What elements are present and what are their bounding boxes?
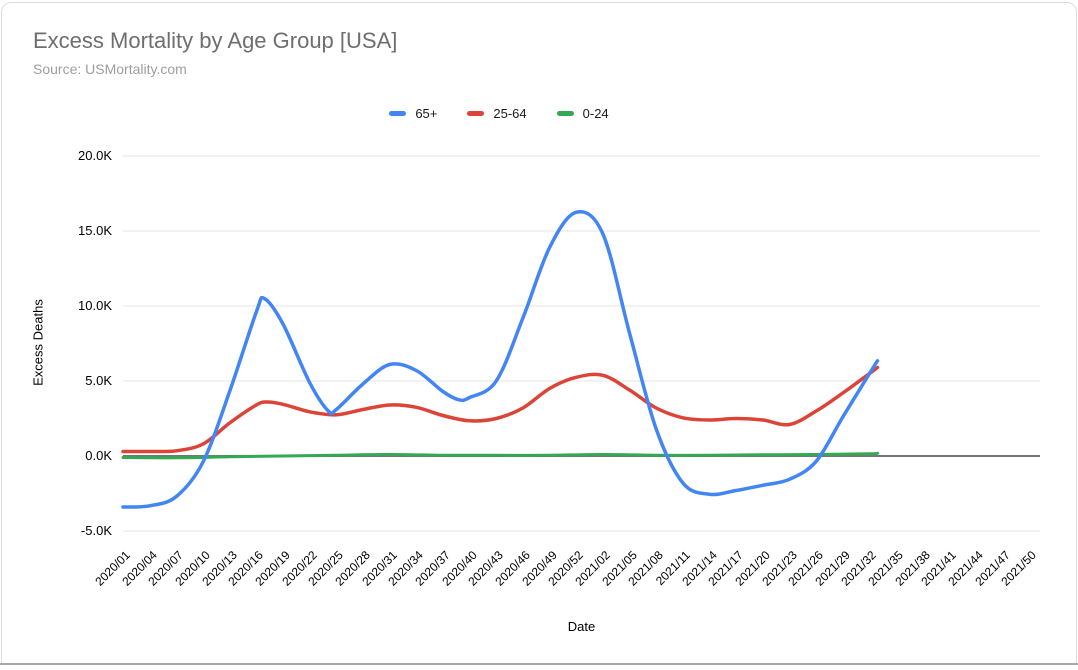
y-tick-label: 0.0K: [85, 448, 112, 463]
legend-swatch-icon: [556, 111, 574, 116]
y-tick-label: 5.0K: [85, 373, 112, 388]
y-tick-label: 15.0K: [78, 223, 112, 238]
chart-title: Excess Mortality by Age Group [USA]: [33, 28, 398, 53]
series-line-65+: [121, 209, 880, 509]
legend-label: 65+: [415, 106, 438, 121]
chart-legend: 65+ 25-64 0-24: [0, 106, 1038, 121]
chart-subtitle: Source: USMortality.com: [33, 61, 187, 77]
series-line-0-24: [121, 451, 879, 460]
y-tick-label: -5.0K: [80, 523, 112, 538]
series-line-25-64: [121, 365, 880, 454]
legend-item-25-64[interactable]: 25-64: [467, 106, 527, 121]
y-tick-label: 20.0K: [78, 148, 112, 163]
legend-label: 0-24: [582, 106, 609, 121]
x-axis-title: Date: [567, 619, 596, 634]
legend-label: 25-64: [493, 106, 527, 121]
bottom-divider: [0, 663, 1078, 665]
y-tick-label: 10.0K: [78, 298, 112, 313]
legend-item-65+[interactable]: 65+: [389, 106, 437, 121]
legend-swatch-icon: [389, 111, 407, 116]
legend-item-0-24[interactable]: 0-24: [556, 106, 609, 121]
legend-swatch-icon: [467, 111, 485, 116]
